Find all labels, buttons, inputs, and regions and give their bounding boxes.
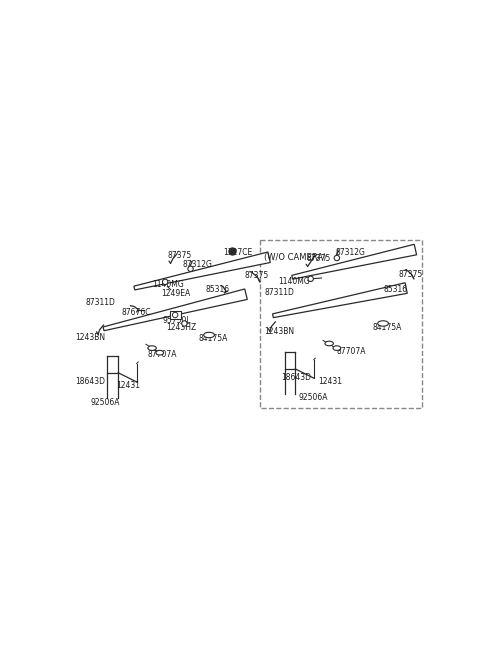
Circle shape: [308, 276, 313, 282]
FancyBboxPatch shape: [260, 240, 421, 408]
Circle shape: [172, 312, 178, 318]
Text: 84175A: 84175A: [372, 324, 402, 333]
Text: 85316: 85316: [383, 285, 407, 294]
Polygon shape: [134, 252, 270, 290]
Circle shape: [162, 279, 168, 284]
Text: 12431: 12431: [117, 381, 141, 390]
Text: 87375: 87375: [244, 271, 269, 280]
Ellipse shape: [156, 350, 164, 355]
Text: 1327CE: 1327CE: [223, 248, 252, 257]
Text: 92506A: 92506A: [299, 393, 328, 402]
Text: 87311D: 87311D: [86, 298, 116, 307]
Text: 87676C: 87676C: [121, 308, 151, 317]
Text: 1249EA: 1249EA: [161, 289, 191, 298]
Text: 87707A: 87707A: [337, 346, 366, 356]
Text: 85316: 85316: [206, 285, 230, 294]
Text: 87375: 87375: [306, 254, 330, 263]
Text: 87311D: 87311D: [264, 288, 294, 297]
Text: 87312G: 87312G: [336, 248, 365, 257]
Circle shape: [334, 255, 339, 261]
Ellipse shape: [333, 346, 341, 350]
Circle shape: [188, 266, 193, 271]
Text: 87312G: 87312G: [183, 260, 213, 269]
Text: 18643D: 18643D: [281, 373, 312, 382]
Ellipse shape: [148, 346, 156, 350]
Text: 1243BN: 1243BN: [75, 333, 105, 342]
Text: 87375: 87375: [398, 270, 423, 278]
Text: 92506A: 92506A: [90, 398, 120, 407]
Text: (W/O CAMERA): (W/O CAMERA): [264, 253, 327, 263]
Circle shape: [182, 321, 187, 326]
Ellipse shape: [325, 341, 334, 346]
Text: 1243BN: 1243BN: [264, 327, 295, 335]
Bar: [170, 311, 180, 319]
Text: 1140MG: 1140MG: [278, 277, 310, 286]
Text: 12431: 12431: [318, 377, 342, 386]
Polygon shape: [273, 283, 407, 318]
Text: 1140MG: 1140MG: [152, 280, 184, 290]
Polygon shape: [103, 289, 247, 331]
Text: 84175A: 84175A: [198, 334, 228, 343]
Text: 1243HZ: 1243HZ: [166, 324, 196, 333]
Text: 18643D: 18643D: [75, 377, 105, 386]
Ellipse shape: [378, 321, 388, 326]
Text: 95750L: 95750L: [163, 316, 192, 325]
Ellipse shape: [204, 332, 215, 338]
Text: 87707A: 87707A: [147, 350, 177, 359]
Polygon shape: [292, 244, 417, 279]
Text: 87375: 87375: [168, 251, 192, 260]
